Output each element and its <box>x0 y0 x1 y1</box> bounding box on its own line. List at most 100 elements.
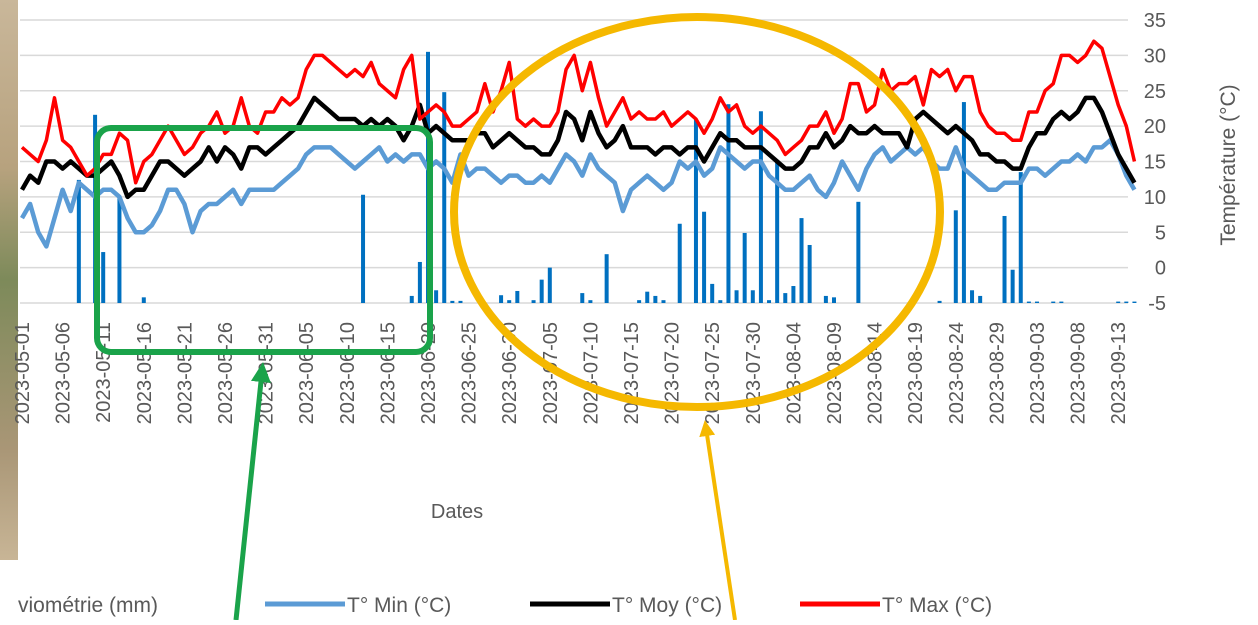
rain-bar <box>588 300 593 303</box>
rain-bar <box>653 295 658 303</box>
rain-bar <box>1002 215 1007 303</box>
rain-bar <box>970 290 975 303</box>
rain-bar <box>645 291 650 303</box>
x-tick-label: 2023-07-30 <box>743 322 765 424</box>
rain-bar <box>531 300 536 303</box>
rain-bar <box>1010 269 1015 303</box>
rain-bar <box>823 295 828 303</box>
y-axis-title: Température (°C) <box>1217 84 1240 245</box>
x-tick-label: 2023-08-29 <box>986 322 1008 424</box>
temperature-line <box>20 138 1137 249</box>
rain-bar <box>807 244 812 303</box>
green-arrow <box>233 362 271 621</box>
x-tick-label: 2023-05-16 <box>134 322 156 424</box>
x-tick-label: 2023-09-03 <box>1027 322 1049 424</box>
y-tick-label: 35 <box>1144 10 1166 32</box>
y-tick-label: 30 <box>1144 45 1166 67</box>
rain-bar <box>637 300 642 303</box>
rain-bar <box>442 92 447 303</box>
rain-bar <box>1026 301 1031 303</box>
legend-label: T° Moy (°C) <box>612 594 722 617</box>
rain-bar <box>539 279 544 303</box>
legend-label: viométrie (mm) <box>18 594 158 617</box>
rain-bar <box>726 104 731 303</box>
y-tick-label: 5 <box>1155 222 1166 244</box>
rain-bar <box>734 290 739 303</box>
rain-bar <box>547 267 552 303</box>
rain-bar <box>677 223 682 303</box>
rain-bar <box>507 300 512 303</box>
rain-bar <box>450 300 455 303</box>
x-tick-label: 2023-07-15 <box>621 322 643 424</box>
orange-highlight <box>450 13 944 411</box>
y-tick-label: -5 <box>1148 293 1166 315</box>
x-tick-label: 2023-09-08 <box>1068 322 1090 424</box>
rain-bar <box>117 196 122 303</box>
rain-bar <box>961 102 966 303</box>
rain-bar <box>799 218 804 303</box>
rain-bar <box>1116 301 1121 303</box>
rain-bar <box>767 300 772 303</box>
rain-bar <box>1035 301 1039 303</box>
rain-bar <box>458 300 463 303</box>
rain-bar <box>141 297 146 303</box>
rain-bar <box>417 261 422 303</box>
x-tick-label: 2023-05-26 <box>215 322 237 424</box>
rain-bar <box>604 254 609 303</box>
rain-bar <box>710 283 715 303</box>
rain-bar <box>1059 301 1064 303</box>
rain-bar <box>750 290 755 303</box>
rain-bar <box>1051 301 1056 303</box>
rain-bar <box>409 295 414 303</box>
rain-bar <box>953 210 958 303</box>
x-tick-label: 2023-06-25 <box>459 322 481 424</box>
rain-bar <box>76 179 81 303</box>
x-tick-label: 2023-05-01 <box>12 322 34 424</box>
green-highlight <box>94 125 433 355</box>
x-tick-label: 2023-08-19 <box>905 322 927 424</box>
x-tick-label: 2023-08-04 <box>783 322 805 424</box>
legend: viométrie (mm) T° Min (°C) T° Moy (°C) T° M… <box>18 594 992 617</box>
x-tick-label: 2023-06-30 <box>499 322 521 424</box>
legend-label: T° Max (°C) <box>882 594 992 617</box>
rain-bar <box>783 293 788 303</box>
rain-bar <box>775 160 780 303</box>
x-axis-title: Dates <box>431 501 483 523</box>
y-tick-label: 20 <box>1144 116 1166 138</box>
x-tick-label: 2023-06-15 <box>377 322 399 424</box>
rain-bar <box>361 194 366 303</box>
y-tick-label: 25 <box>1144 81 1166 103</box>
y-tick-label: 10 <box>1144 187 1166 209</box>
plot-area: -5 0 5 10 15 20 25 30 35 2023-05-01 2023-05-06 2023… <box>12 10 1166 424</box>
x-tick-label: 2023-06-05 <box>296 322 318 424</box>
rain-bar <box>580 293 585 303</box>
y-tick-label: 15 <box>1144 152 1166 174</box>
rain-bar <box>937 300 942 303</box>
rain-bar <box>702 211 707 303</box>
photo-background <box>0 0 18 560</box>
rain-bar <box>1018 172 1023 303</box>
rain-bar <box>742 232 747 303</box>
x-tick-label: 2023-06-10 <box>337 322 359 424</box>
legend-label: T° Min (°C) <box>347 594 451 617</box>
orange-arrow <box>699 420 737 621</box>
x-tick-label: 2023-09-13 <box>1108 322 1130 424</box>
rain-bar <box>856 201 861 303</box>
x-tick-label: 2023-05-06 <box>53 322 75 424</box>
rain-bar <box>693 119 698 303</box>
rain-bar <box>1124 301 1129 303</box>
rain-bar <box>434 290 439 303</box>
rain-bar <box>1132 301 1137 303</box>
rain-bar <box>499 295 504 303</box>
x-tick-label: 2023-07-10 <box>580 322 602 424</box>
rain-bar <box>978 295 983 303</box>
x-tick-label: 2023-07-20 <box>662 322 684 424</box>
rain-bar <box>832 297 836 303</box>
x-tick-label: 2023-08-24 <box>946 322 968 424</box>
rain-bar <box>515 290 520 303</box>
rain-bar <box>758 111 763 303</box>
x-tick-label: 2023-07-05 <box>540 322 562 424</box>
x-tick-label: 2023-07-25 <box>702 322 724 424</box>
